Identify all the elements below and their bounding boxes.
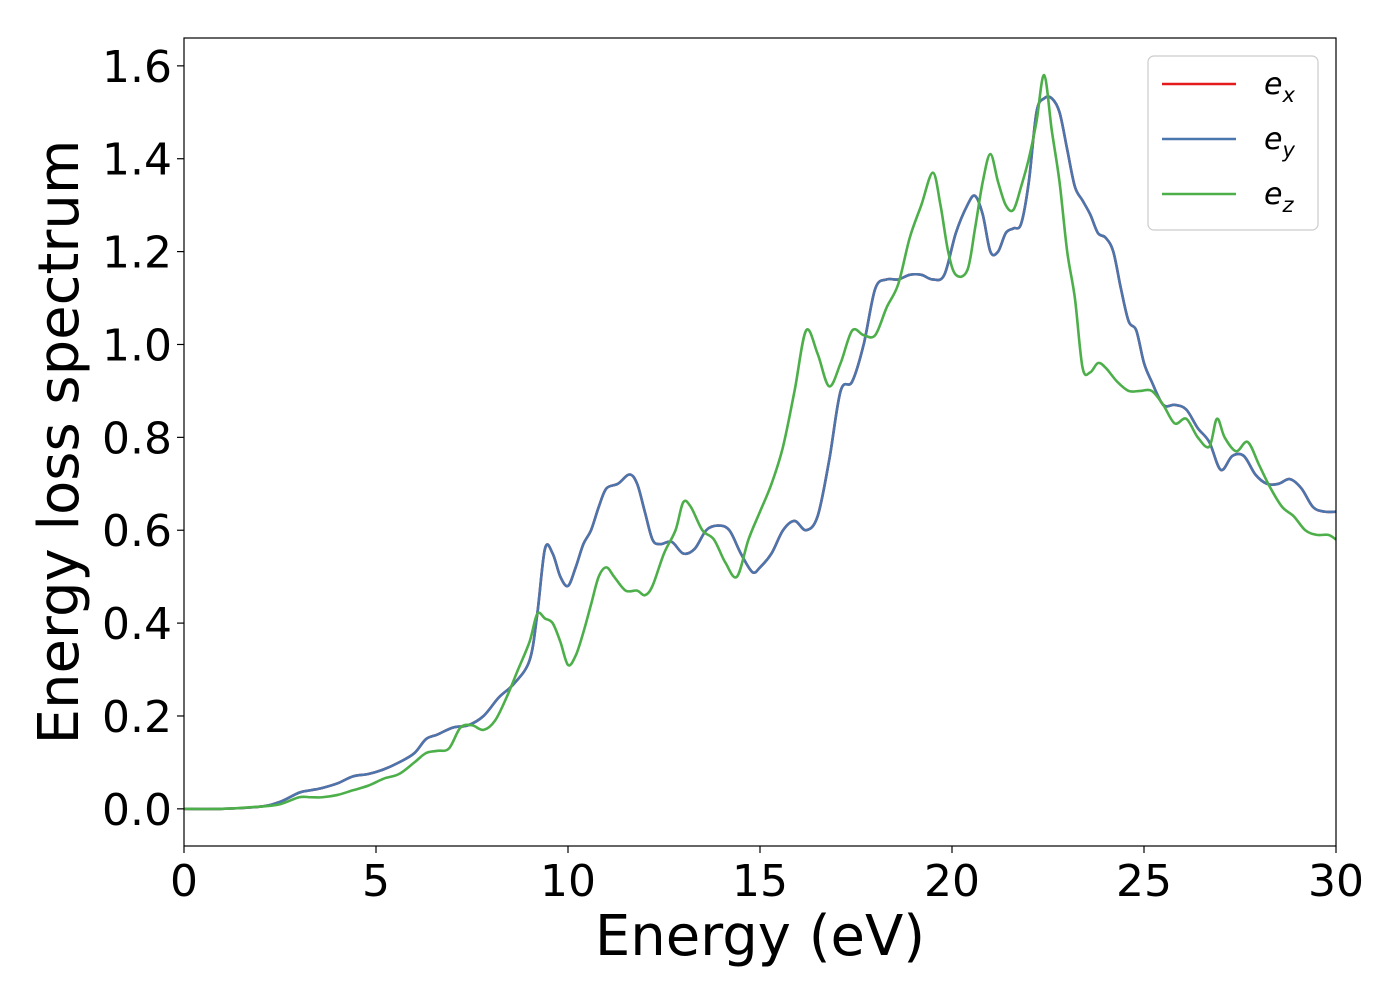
y-tick-label: 0.4 [102,599,172,650]
legend-box [1147,55,1319,231]
y-tick-label: 0.6 [102,506,172,557]
y-tick-label: 1.0 [102,320,172,371]
y-tick-label: 1.2 [102,228,172,279]
series-line-y [184,95,1336,811]
series-lines [184,73,1336,811]
series-line-z [184,73,1336,811]
y-axis-label: Energy loss spectrum [27,140,92,745]
legend-label-y: ey [1264,122,1295,162]
legend-label-z: ez [1264,177,1294,217]
y-tick-label: 0.8 [102,413,172,464]
legend-label-base: e [1264,122,1282,157]
x-axis-label: Energy (eV) [595,904,925,969]
x-tick-label: 0 [170,856,198,907]
y-axis-ticks: 0.0 0.2 0.4 0.6 0.8 1.0 1.2 1.4 1.6 [102,42,184,836]
y-tick-label: 1.6 [102,42,172,93]
legend-label-subscript: z [1281,193,1294,217]
x-tick-label: 5 [362,856,390,907]
legend-label-base: e [1264,67,1282,102]
x-tick-label: 30 [1308,856,1364,907]
x-tick-label: 15 [732,856,788,907]
y-tick-label: 0.2 [102,692,172,743]
y-tick-label: 0.0 [102,785,172,836]
legend-label-x: ex [1264,67,1295,107]
x-tick-label: 20 [924,856,980,907]
x-tick-label: 25 [1116,856,1172,907]
y-tick-label: 1.4 [102,135,172,186]
x-axis-ticks: 0 5 10 15 20 25 30 [170,846,1364,907]
legend-label-base: e [1264,177,1282,212]
legend-label-subscript: y [1281,138,1295,162]
x-tick-label: 10 [540,856,596,907]
legend-label-subscript: x [1281,83,1295,107]
